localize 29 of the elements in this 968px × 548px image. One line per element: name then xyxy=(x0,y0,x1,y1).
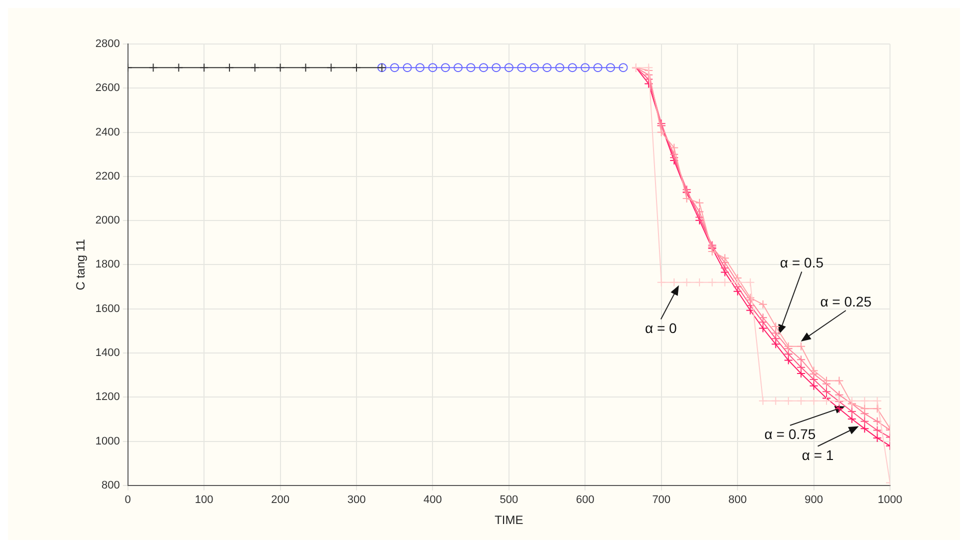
y-tick-label: 1200 xyxy=(95,391,120,404)
x-tick-label: 1000 xyxy=(878,494,902,506)
x-tick-label: 700 xyxy=(652,494,671,506)
x-tick-label: 100 xyxy=(194,494,214,506)
y-tick-label: 2000 xyxy=(95,214,120,227)
y-tick-label: 1800 xyxy=(95,258,120,271)
x-tick-label: 600 xyxy=(576,494,594,506)
annotation: α = 0.5 xyxy=(780,254,824,271)
y-tick-label: 2400 xyxy=(95,126,120,138)
x-tick-label: 300 xyxy=(347,494,366,506)
x-tick-label: 0 xyxy=(124,494,131,506)
annotation: α = 0 xyxy=(644,320,678,336)
x-tick-label: 800 xyxy=(728,494,747,506)
y-tick-label: 2600 xyxy=(95,82,120,94)
y-tick-label: 2200 xyxy=(95,170,120,182)
x-tick-label: 200 xyxy=(271,494,290,506)
annotation: α = 1 xyxy=(802,447,834,464)
x-tick-label: 400 xyxy=(424,494,442,506)
y-tick-label: 1600 xyxy=(95,302,120,315)
y-tick-label: 1000 xyxy=(95,435,120,448)
x-axis-title: TIME xyxy=(494,513,524,528)
y-tick-label: 2800 xyxy=(95,38,120,50)
y-axis-title: C tang 11 xyxy=(74,238,88,290)
annotation: α = 0.25 xyxy=(820,293,872,310)
y-tick-label: 800 xyxy=(102,479,120,492)
annotation: α = 0.75 xyxy=(764,426,816,442)
y-tick-label: 1400 xyxy=(95,347,120,360)
x-tick-label: 900 xyxy=(804,494,823,506)
x-tick-label: 500 xyxy=(500,494,518,506)
